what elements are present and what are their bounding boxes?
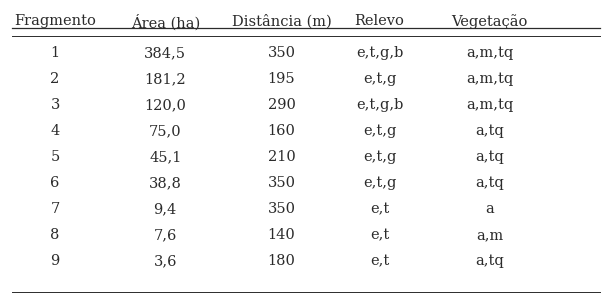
Text: 350: 350 (267, 46, 296, 60)
Text: 350: 350 (267, 202, 296, 216)
Text: 290: 290 (267, 98, 296, 112)
Text: 7: 7 (50, 202, 60, 216)
Text: e,t,g,b: e,t,g,b (356, 46, 403, 60)
Text: 38,8: 38,8 (149, 176, 182, 190)
Text: 3,6: 3,6 (154, 254, 177, 268)
Text: 7,6: 7,6 (154, 228, 177, 242)
Text: 384,5: 384,5 (144, 46, 186, 60)
Text: a: a (485, 202, 494, 216)
Text: a,tq: a,tq (476, 176, 504, 190)
Text: 180: 180 (267, 254, 296, 268)
Text: a,tq: a,tq (476, 150, 504, 164)
Text: Fragmento: Fragmento (14, 14, 96, 28)
Text: 3: 3 (50, 98, 60, 112)
Text: e,t,g: e,t,g (363, 124, 396, 138)
Text: a,m,tq: a,m,tq (466, 98, 513, 112)
Text: a,m: a,m (476, 228, 503, 242)
Text: 160: 160 (267, 124, 296, 138)
Text: e,t,g: e,t,g (363, 150, 396, 164)
Text: e,t,g: e,t,g (363, 176, 396, 190)
Text: 8: 8 (50, 228, 60, 242)
Text: 4: 4 (50, 124, 60, 138)
Text: a,tq: a,tq (476, 254, 504, 268)
Text: e,t,g,b: e,t,g,b (356, 98, 403, 112)
Text: a,m,tq: a,m,tq (466, 72, 513, 86)
Text: a,tq: a,tq (476, 124, 504, 138)
Text: Relevo: Relevo (354, 14, 405, 28)
Text: 9,4: 9,4 (154, 202, 177, 216)
Text: 9: 9 (50, 254, 60, 268)
Text: 350: 350 (267, 176, 296, 190)
Text: a,m,tq: a,m,tq (466, 46, 513, 60)
Text: e,t,g: e,t,g (363, 72, 396, 86)
Text: 6: 6 (50, 176, 60, 190)
Text: Área (ha): Área (ha) (130, 14, 200, 30)
Text: 210: 210 (267, 150, 296, 164)
Text: 5: 5 (50, 150, 60, 164)
Text: 2: 2 (50, 72, 60, 86)
Text: Vegetação: Vegetação (452, 14, 528, 29)
Text: 45,1: 45,1 (149, 150, 181, 164)
Text: 140: 140 (267, 228, 296, 242)
Text: e,t: e,t (370, 202, 389, 216)
Text: 195: 195 (267, 72, 296, 86)
Text: 120,0: 120,0 (144, 98, 186, 112)
Text: e,t: e,t (370, 254, 389, 268)
Text: 181,2: 181,2 (144, 72, 186, 86)
Text: e,t: e,t (370, 228, 389, 242)
Text: 1: 1 (51, 46, 59, 60)
Text: Distância (m): Distância (m) (232, 14, 331, 28)
Text: 75,0: 75,0 (149, 124, 182, 138)
